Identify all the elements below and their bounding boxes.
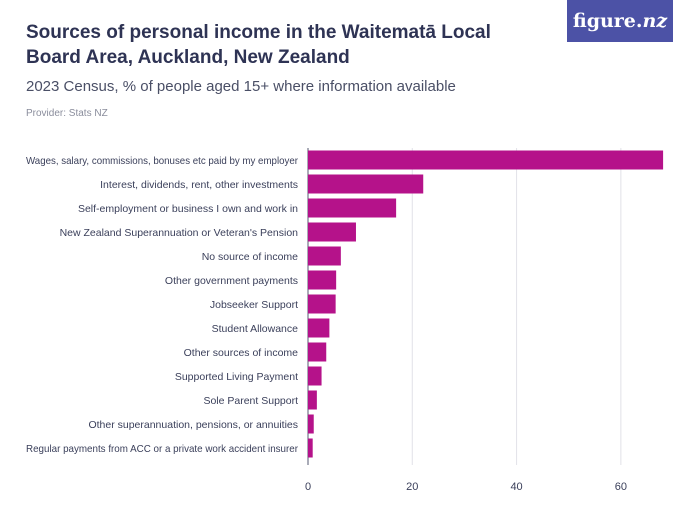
figure-nz-logo[interactable]: figure. nz: [567, 0, 673, 42]
x-tick-label: 20: [406, 481, 418, 493]
bar[interactable]: [308, 390, 317, 410]
bar[interactable]: [308, 366, 322, 386]
bar[interactable]: [308, 318, 330, 338]
bar[interactable]: [308, 438, 313, 458]
bar[interactable]: [308, 294, 336, 314]
bar[interactable]: [308, 342, 327, 362]
x-tick-label: 40: [510, 481, 522, 493]
category-label: New Zealand Superannuation or Veteran's …: [60, 227, 299, 239]
chart-subtitle: 2023 Census, % of people aged 15+ where …: [26, 78, 456, 95]
category-label: Sole Parent Support: [203, 395, 298, 407]
logo-text-nz: nz: [642, 10, 668, 32]
category-label: Wages, salary, commissions, bonuses etc …: [26, 155, 298, 167]
bar[interactable]: [308, 246, 341, 266]
bar[interactable]: [308, 150, 664, 170]
bar[interactable]: [308, 270, 337, 290]
category-label: Regular payments from ACC or a private w…: [26, 443, 298, 455]
category-label: Interest, dividends, rent, other investm…: [100, 179, 298, 191]
category-label: Student Allowance: [212, 323, 299, 335]
logo-text-main: figure.: [572, 10, 643, 32]
grid-lines: [307, 148, 622, 465]
category-label: Other superannuation, pensions, or annui…: [88, 419, 298, 431]
category-labels: Wages, salary, commissions, bonuses etc …: [26, 155, 298, 455]
x-tick-label: 0: [305, 481, 311, 493]
x-axis-ticks: 0 20 40 60: [305, 481, 627, 493]
x-tick-label: 60: [615, 481, 627, 493]
bar[interactable]: [308, 174, 424, 194]
category-label: Other sources of income: [184, 347, 299, 359]
category-label: Other government payments: [165, 275, 298, 287]
provider-note: Provider: Stats NZ: [26, 108, 108, 119]
category-label: Self-employment or business I own and wo…: [78, 203, 298, 215]
category-label: Supported Living Payment: [175, 371, 298, 383]
chart-title: Sources of personal income in the Waitem…: [26, 22, 491, 68]
bar[interactable]: [308, 198, 397, 218]
bars: [308, 150, 664, 458]
bar[interactable]: [308, 414, 314, 434]
category-label: No source of income: [202, 251, 298, 263]
bar[interactable]: [308, 222, 356, 242]
category-label: Jobseeker Support: [210, 299, 298, 311]
